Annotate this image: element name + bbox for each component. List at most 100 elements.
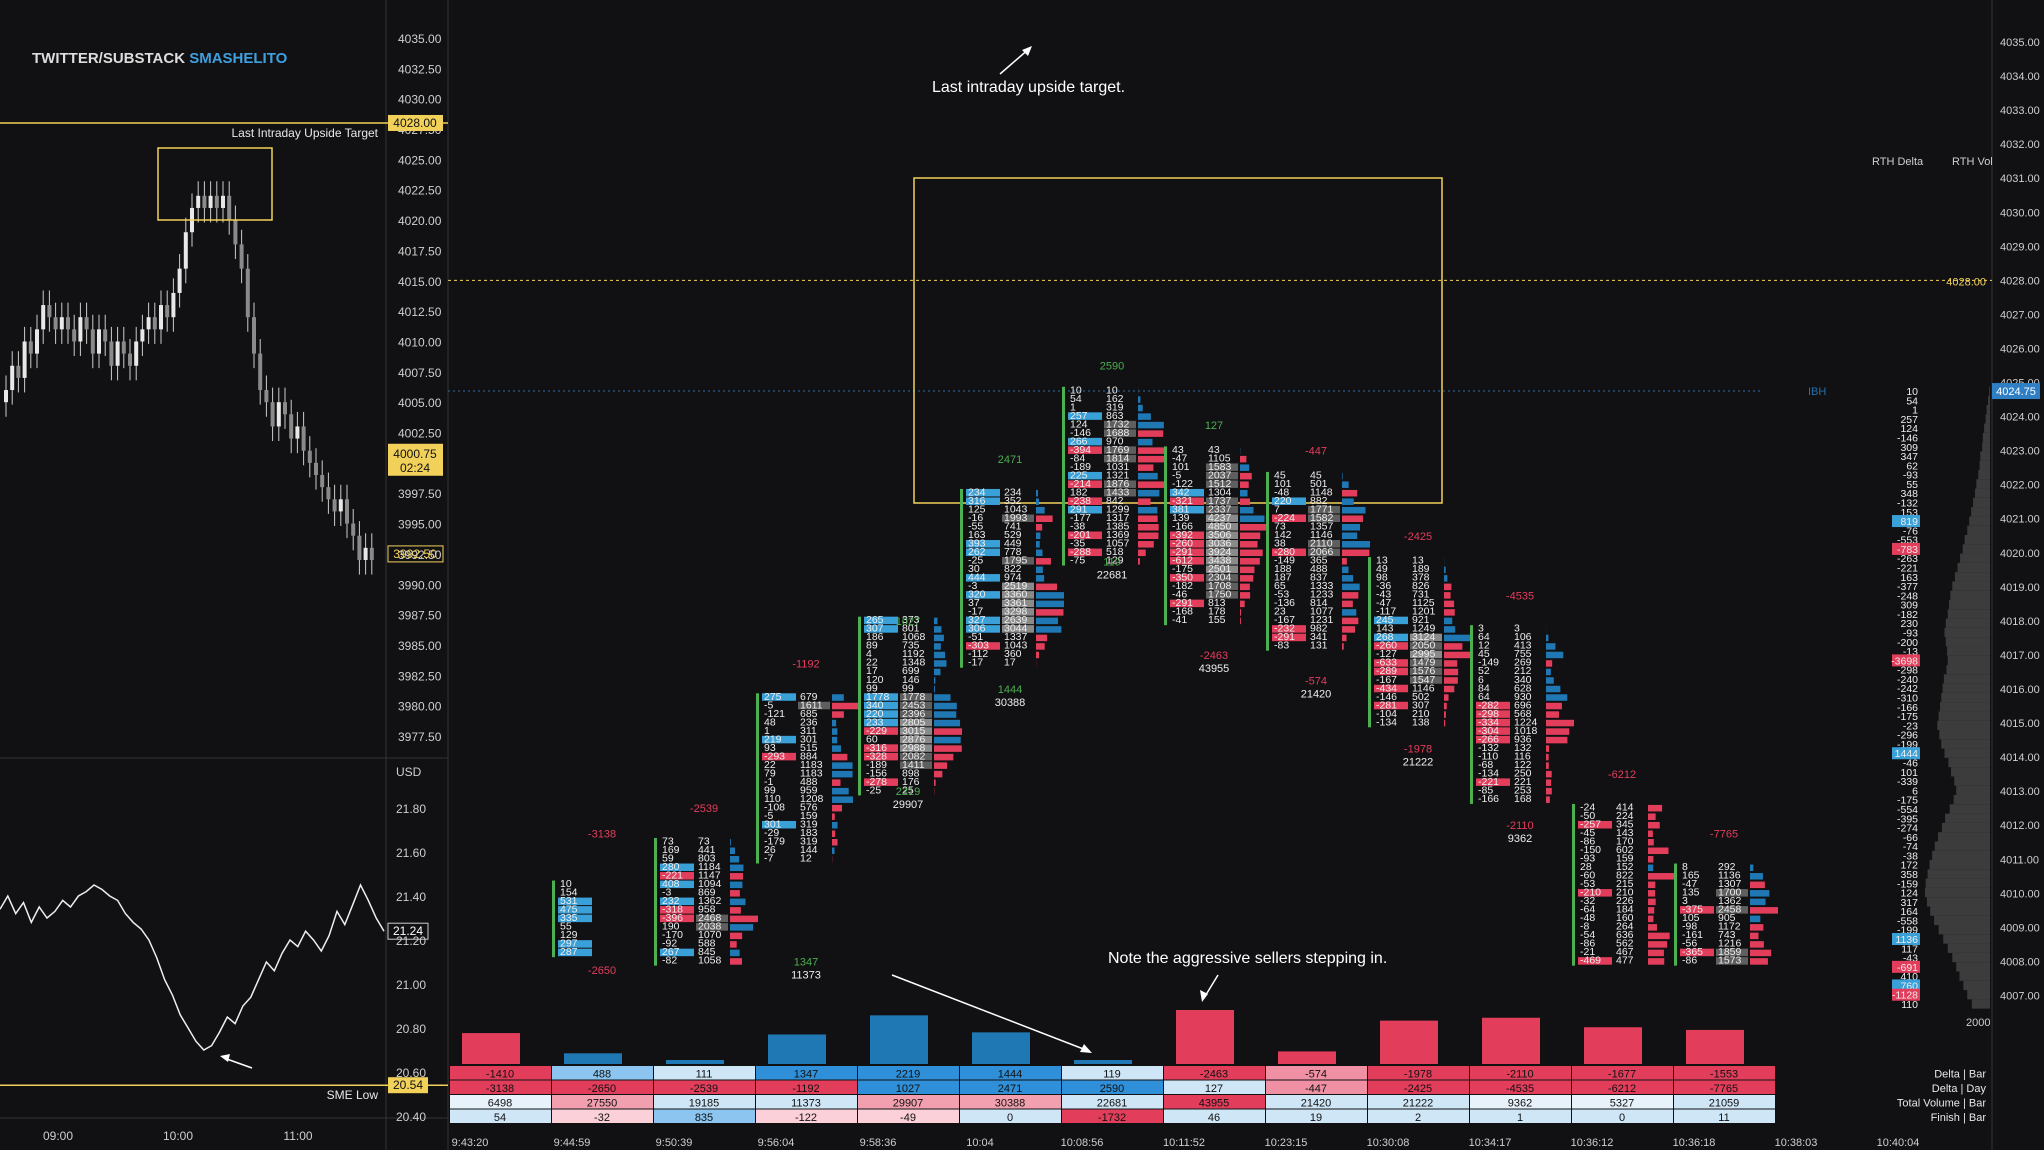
footprint-ask-value: 160 [1616, 912, 1634, 924]
right-price-tick: 4023.00 [2000, 446, 2040, 458]
footprint-ask-cell [1206, 548, 1238, 557]
footprint-ask-cell [1002, 557, 1034, 565]
footprint-bid-value: -149 [1478, 657, 1499, 669]
sellers-arrow-head [1200, 990, 1208, 1002]
footprint-bid-value: -68 [1478, 759, 1493, 771]
footprint-volume-bar [1036, 617, 1058, 625]
footprint-volume-bar [1648, 924, 1657, 931]
footprint-volume-bar [1240, 498, 1251, 505]
rth-delta-column: RTH Delta RTH Vol200010541257124-14630934… [1872, 156, 1993, 1029]
footprint-ask-value: 1700 [1718, 887, 1742, 899]
footprint-bid-value: -121 [764, 708, 785, 720]
right-price-tick: 4021.00 [2000, 514, 2040, 526]
rth-delta-value: 55 [1906, 479, 1918, 491]
stats-cell [450, 1095, 551, 1109]
footprint-ask-value: 365 [1310, 555, 1328, 567]
rth-delta-value: 230 [1900, 618, 1918, 630]
footprint-ask-cell [1104, 480, 1136, 488]
footprint-ask-value: 970 [1106, 435, 1124, 447]
rth-delta-value: -240 [1897, 674, 1918, 686]
rth-volume-bar [1925, 878, 1990, 888]
rth-delta-value: -554 [1897, 804, 1918, 816]
footprint-ask-value: 3924 [1208, 546, 1232, 558]
footprint-ask-value: 1771 [1310, 503, 1334, 515]
rth-delta-value: 1136 [1895, 934, 1918, 946]
rth-delta-value: 172 [1900, 860, 1918, 872]
footprint-bid-value: -122 [1172, 478, 1193, 490]
stats-value: -6212 [1608, 1083, 1636, 1095]
footprint-bid-value: 7 [1274, 503, 1280, 515]
stats-value: -7765 [1710, 1083, 1738, 1095]
footprint-bid-cell [966, 497, 1000, 505]
rth-volume-bar [1954, 776, 1990, 786]
footprint-volume-bar [1750, 932, 1759, 940]
footprint-volume-bar [1138, 532, 1159, 540]
footprint-bid-cell [966, 488, 1000, 497]
rth-volume-bar [1984, 423, 1990, 433]
footprint-ask-value: 826 [1412, 580, 1430, 592]
footprint-bid-value: 266 [1070, 435, 1088, 447]
footprint-bid-value: -75 [1070, 555, 1085, 567]
footprint-volume-bar [1444, 643, 1463, 650]
rth-delta-highlight [1892, 932, 1920, 945]
candle-body [363, 547, 368, 560]
candle-body [196, 195, 201, 208]
footprint-ask-value: 1411 [902, 759, 925, 771]
footprint-bid-value: -179 [764, 836, 785, 848]
footprint-volume-bar [1240, 524, 1268, 531]
footprint-ask-value: 501 [1310, 478, 1328, 490]
upside-arrow-head [1022, 46, 1032, 56]
footprint-volume-bar [1546, 728, 1570, 735]
footprint-bid-value: 110 [764, 793, 781, 805]
footprint-ask-value: 1362 [1718, 895, 1742, 907]
footprint-ask-value: 226 [1616, 895, 1634, 907]
footprint-volume-bar [1138, 498, 1151, 505]
footprint-volume-bar [730, 932, 743, 940]
footprint-ask-cell [1308, 505, 1340, 514]
footprint-ask-value: 4237 [1208, 512, 1232, 524]
footprint-ask-value: 269 [1514, 657, 1532, 669]
footprint-volume-bar [1342, 617, 1359, 625]
left-price-tick: 3992.50 [398, 548, 442, 562]
footprint-bid-value: 291 [1070, 503, 1088, 515]
footprint-ask-cell [1716, 889, 1748, 897]
left-price-tick: 3987.50 [398, 609, 442, 623]
footprint-ask-value: 319 [800, 818, 818, 830]
candle-body [307, 450, 312, 463]
stats-cell [960, 1080, 1061, 1094]
footprint-bid-value: -170 [662, 929, 683, 941]
current-price-text: 4000.75 [393, 447, 437, 461]
candle-body [283, 402, 287, 415]
footprint-bid-value: -3 [968, 580, 977, 592]
footprint-bid-value: 64 [1478, 631, 1490, 643]
footprint-volume-bar [1138, 524, 1159, 531]
footprint-bid-value: -291 [1172, 546, 1193, 558]
footprint-volume-bar [1138, 404, 1143, 412]
footprint-volume-bar [1342, 600, 1353, 608]
footprint-bid-value: -166 [1478, 793, 1499, 805]
stats-cell [858, 1095, 959, 1109]
target-price-text: 4028.00 [393, 116, 437, 130]
footprint-ask-value: 2050 [1412, 640, 1436, 652]
footprint-volume-bar [1546, 668, 1551, 676]
footprint-ask-value: 3361 [1004, 597, 1028, 609]
stats-cell [552, 1066, 653, 1080]
footprint-bid-cell [1578, 957, 1612, 965]
footprint-bid-value: -612 [1172, 555, 1193, 567]
candle-body [165, 305, 170, 318]
footprint-volume-bar [1648, 890, 1656, 897]
footprint-volume-bar [1648, 941, 1668, 948]
footprint-ask-cell [1206, 557, 1238, 565]
footprint-bid-value: -17 [968, 657, 983, 669]
footprint-delta-day-label: -7765 [1710, 829, 1738, 841]
footprint-ask-value: 755 [1514, 648, 1532, 660]
right-price-tick: 4033.00 [2000, 105, 2040, 117]
left-price-tick: 4010.00 [398, 335, 442, 349]
footprint-volume-bar [1750, 949, 1772, 957]
footprint-volume-bar [1342, 566, 1349, 574]
footprint-ask-value: 99 [902, 682, 914, 694]
footprint-bid-value: -112 [968, 648, 988, 660]
stats-value: 0 [1007, 1112, 1013, 1124]
rth-delta-value: -221 [1897, 563, 1918, 575]
